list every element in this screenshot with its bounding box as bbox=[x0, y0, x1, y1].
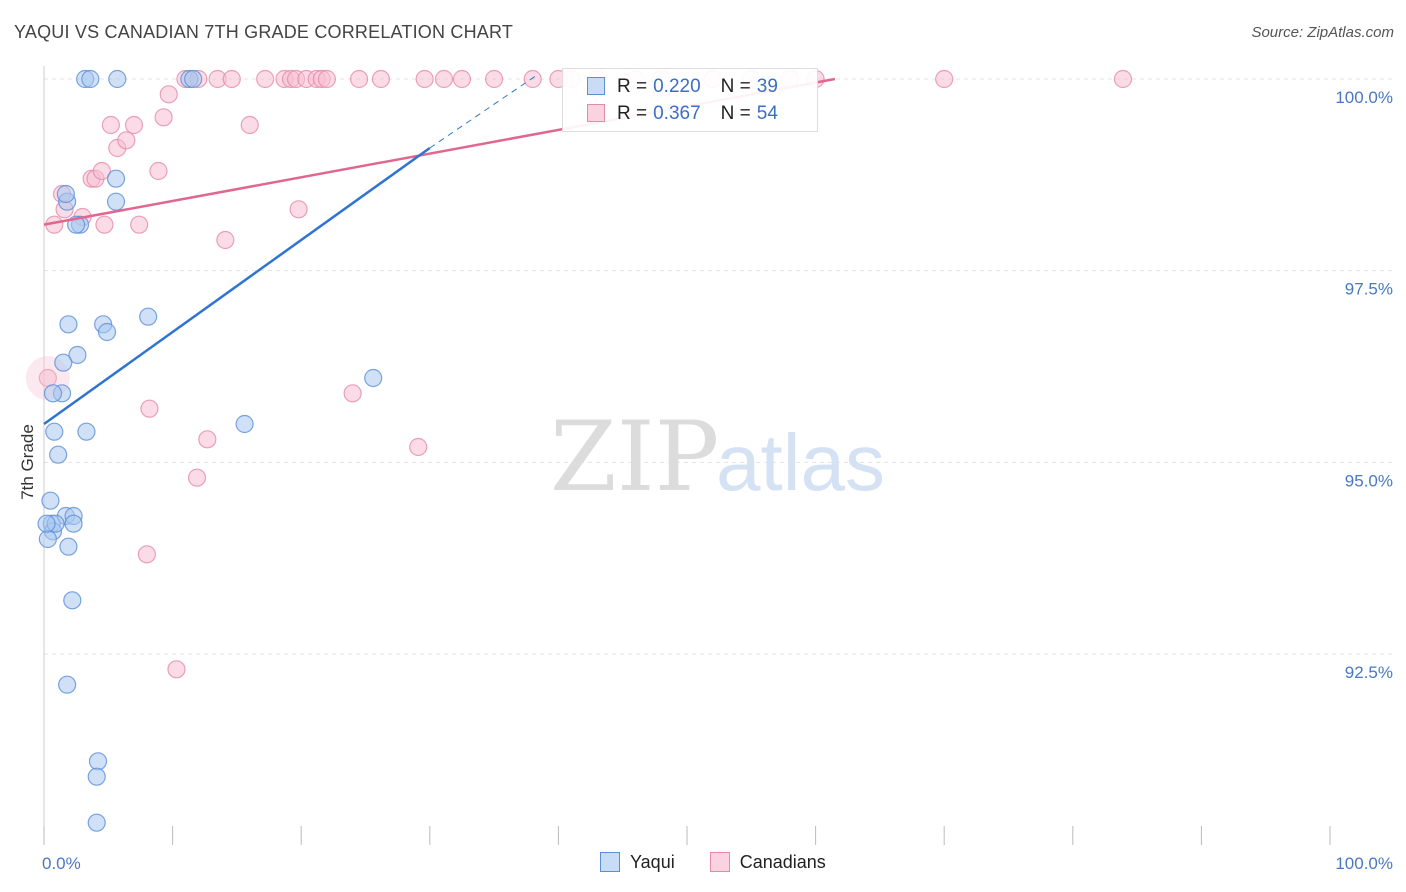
yaqui-trendline-extension bbox=[429, 73, 540, 149]
yaqui-point bbox=[59, 537, 78, 556]
canadians-point bbox=[149, 161, 168, 181]
r-label: R = bbox=[617, 103, 648, 124]
yaqui-point bbox=[88, 752, 108, 771]
y-tick-label: 100.0% bbox=[1335, 88, 1393, 107]
yaqui-trendline bbox=[43, 146, 431, 426]
yaqui-point bbox=[108, 69, 127, 89]
legend-item-canadians[interactable]: Canadians bbox=[709, 852, 826, 873]
y-axis-tick-labels: 100.0% 97.5% 95.0% 92.5% bbox=[1335, 88, 1393, 682]
y-tick-label: 95.0% bbox=[1345, 471, 1393, 490]
canadians-point bbox=[935, 69, 954, 89]
yaqui-point bbox=[106, 169, 126, 188]
canadians-point bbox=[452, 69, 472, 89]
canadians-point bbox=[289, 200, 308, 219]
yaqui-point bbox=[235, 414, 254, 434]
canadians-point bbox=[317, 69, 337, 89]
canadians-point bbox=[371, 69, 391, 89]
canadians-point bbox=[92, 161, 111, 181]
zipatlas-watermark: ZIP atlas bbox=[550, 401, 885, 513]
canadians-point bbox=[216, 230, 235, 250]
yaqui-point bbox=[49, 445, 68, 464]
yaqui-point bbox=[54, 353, 73, 372]
yaqui-point bbox=[184, 69, 203, 89]
yaqui-point bbox=[87, 813, 106, 832]
canadians-point bbox=[409, 437, 428, 457]
canadians-point bbox=[101, 115, 120, 135]
canadians-point bbox=[95, 215, 114, 234]
yaqui-r-value: 0.220 bbox=[653, 76, 701, 97]
r-label: R = bbox=[617, 76, 648, 97]
canadians-r-value: 0.367 bbox=[653, 103, 701, 124]
series-canadians-points bbox=[25, 69, 1133, 679]
canadians-point bbox=[154, 108, 173, 127]
yaqui-point bbox=[364, 368, 383, 388]
canadians-point bbox=[222, 69, 241, 89]
canadians-point bbox=[343, 384, 362, 403]
yaqui-point bbox=[59, 315, 78, 334]
canadians-point bbox=[415, 69, 434, 89]
canadians-point bbox=[1113, 69, 1133, 89]
canadians-point bbox=[240, 115, 259, 135]
yaqui-point bbox=[68, 345, 87, 365]
yaqui-point bbox=[58, 675, 77, 694]
x-axis-ticks bbox=[43, 826, 1394, 845]
canadians-point bbox=[130, 215, 149, 234]
n-label: N = bbox=[720, 76, 751, 97]
yaqui-point bbox=[41, 491, 60, 510]
yaqui-point bbox=[38, 529, 57, 549]
yaqui-point bbox=[45, 422, 64, 441]
yaqui-n-value: 39 bbox=[756, 76, 778, 97]
canadians-point bbox=[167, 660, 186, 679]
canadians-legend-label: Canadians bbox=[739, 852, 826, 872]
yaqui-point bbox=[81, 69, 100, 89]
n-label: N = bbox=[720, 103, 751, 124]
yaqui-point bbox=[56, 184, 75, 204]
canadians-point bbox=[159, 85, 178, 104]
series-legend: Yaqui Canadians bbox=[600, 852, 856, 873]
chart-title: YAQUI VS CANADIAN 7TH GRADE CORRELATION … bbox=[14, 22, 514, 42]
canadians-point bbox=[140, 399, 159, 418]
legend-item-yaqui[interactable]: Yaqui bbox=[600, 852, 675, 873]
canadians-point bbox=[187, 468, 207, 487]
yaqui-point bbox=[43, 384, 63, 403]
canadians-swatch bbox=[587, 104, 605, 122]
canadians-point bbox=[137, 545, 156, 564]
yaqui-point bbox=[77, 422, 96, 441]
yaqui-point bbox=[37, 514, 56, 533]
x-tick-label: 0.0% bbox=[42, 854, 81, 873]
canadians-point bbox=[124, 115, 144, 135]
y-tick-label: 97.5% bbox=[1345, 280, 1393, 299]
legend-row-canadians: R = 0.367 N = 54 bbox=[587, 103, 778, 125]
canadians-point bbox=[349, 69, 369, 89]
yaqui-point bbox=[64, 514, 83, 533]
y-axis-title: 7th Grade bbox=[18, 424, 37, 500]
yaqui-point bbox=[63, 591, 82, 610]
canadians-point bbox=[117, 131, 136, 150]
canadians-point bbox=[198, 430, 217, 449]
canadians-point bbox=[256, 69, 275, 89]
canadians-point bbox=[523, 69, 542, 89]
yaqui-point bbox=[97, 322, 117, 342]
yaqui-legend-swatch bbox=[600, 852, 620, 872]
canadians-point bbox=[434, 69, 454, 89]
yaqui-point bbox=[139, 307, 158, 326]
x-axis-tick-labels: 0.0% 100.0% bbox=[42, 854, 1393, 873]
series-yaqui-points bbox=[37, 69, 383, 832]
canadians-legend-swatch bbox=[709, 852, 730, 872]
canadians-n-value: 54 bbox=[756, 103, 778, 124]
legend-row-yaqui: R = 0.220 N = 39 bbox=[587, 76, 778, 98]
watermark-atlas: atlas bbox=[716, 418, 885, 507]
y-tick-label: 92.5% bbox=[1345, 663, 1393, 682]
stats-legend: R = 0.220 N = 39 R = 0.367 N = 54 bbox=[562, 68, 818, 132]
canadians-point bbox=[485, 69, 504, 89]
x-tick-label: 100.0% bbox=[1335, 854, 1393, 873]
yaqui-point bbox=[87, 767, 106, 786]
yaqui-legend-label: Yaqui bbox=[630, 852, 675, 872]
watermark-zip: ZIP bbox=[550, 401, 719, 513]
yaqui-point bbox=[106, 192, 126, 211]
source-credit: Source: ZipAtlas.com bbox=[1251, 24, 1394, 41]
yaqui-swatch bbox=[587, 77, 605, 95]
